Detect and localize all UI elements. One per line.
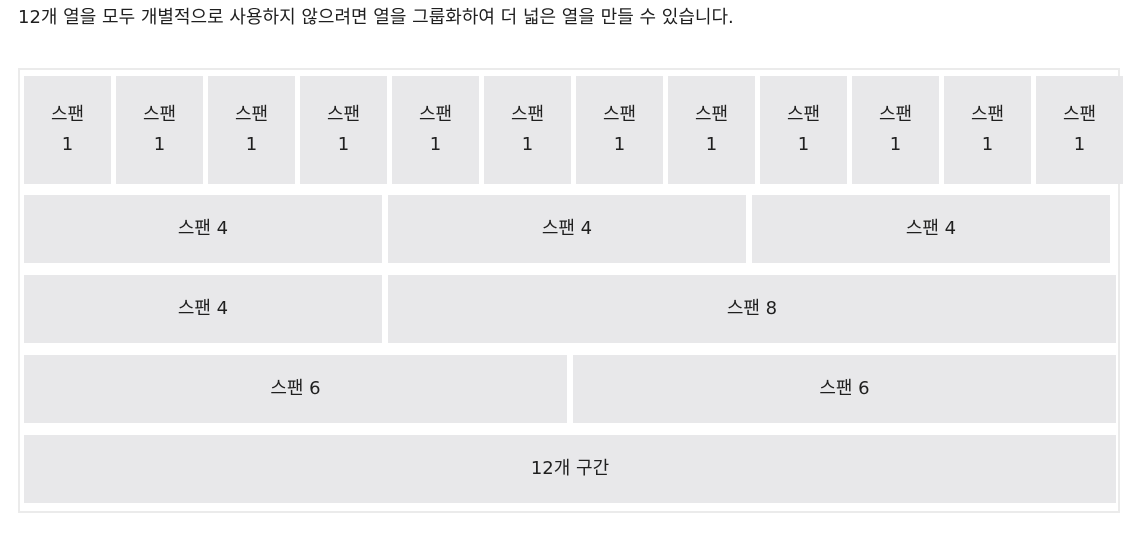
grid-cell-span-4: 스팬 4 — [24, 195, 382, 263]
cell-label: 스팬 — [786, 104, 821, 125]
cell-label: 스팬 — [694, 104, 729, 125]
grid-row-span-4: 스팬 4 스팬 4 스팬 4 — [24, 195, 1114, 263]
grid-cell-span-1: 스팬 1 — [1036, 76, 1123, 184]
grid-cell-span-6: 스팬 6 — [24, 355, 567, 423]
grid-cell-span-1: 스팬 1 — [576, 76, 663, 184]
cell-number: 1 — [429, 134, 442, 155]
cell-number: 1 — [61, 134, 74, 155]
cell-number: 1 — [705, 134, 718, 155]
grid-row-span-4-8: 스팬 4 스팬 8 — [24, 275, 1116, 343]
grid-cell-span-8: 스팬 8 — [388, 275, 1116, 343]
grid-cell-span-1: 스팬 1 — [24, 76, 111, 184]
grid-row-span-1: 스팬 1 스팬 1 스팬 1 스팬 1 스팬 1 스팬 1 스팬 1 스팬 1 스팬 1 스팬 1 … — [24, 76, 1123, 184]
grid-cell-span-12: 12개 구간 — [24, 435, 1116, 503]
grid-cell-span-1: 스팬 1 — [760, 76, 847, 184]
cell-label: 스팬 — [970, 104, 1005, 125]
grid-cell-span-6: 스팬 6 — [573, 355, 1116, 423]
cell-number: 1 — [153, 134, 166, 155]
grid-cell-span-4: 스팬 4 — [388, 195, 746, 263]
grid-cell-span-1: 스팬 1 — [116, 76, 203, 184]
cell-number: 1 — [1073, 134, 1086, 155]
cell-label: 스팬 — [602, 104, 637, 125]
cell-number: 1 — [613, 134, 626, 155]
grid-cell-span-1: 스팬 1 — [300, 76, 387, 184]
grid-cell-span-1: 스팬 1 — [852, 76, 939, 184]
grid-cell-span-4: 스팬 4 — [24, 275, 382, 343]
grid-cell-span-1: 스팬 1 — [392, 76, 479, 184]
cell-label: 스팬 — [142, 104, 177, 125]
cell-label: 스팬 — [234, 104, 269, 125]
cell-number: 1 — [889, 134, 902, 155]
cell-number: 1 — [337, 134, 350, 155]
grid-cell-span-1: 스팬 1 — [668, 76, 755, 184]
cell-label: 스팬 — [510, 104, 545, 125]
cell-label: 스팬 — [50, 104, 85, 125]
cell-number: 1 — [521, 134, 534, 155]
cell-number: 1 — [245, 134, 258, 155]
grid-demo: 스팬 1 스팬 1 스팬 1 스팬 1 스팬 1 스팬 1 스팬 1 스팬 1 스팬 1 스팬 1 … — [18, 68, 1123, 513]
cell-number: 1 — [981, 134, 994, 155]
grid-cell-span-1: 스팬 1 — [484, 76, 571, 184]
grid-cell-span-4: 스팬 4 — [752, 195, 1110, 263]
intro-text: 12개 열을 모두 개별적으로 사용하지 않으려면 열을 그룹화하여 더 넓은 … — [18, 7, 734, 28]
cell-number: 1 — [797, 134, 810, 155]
cell-label: 스팬 — [418, 104, 453, 125]
cell-label: 스팬 — [878, 104, 913, 125]
grid-cell-span-1: 스팬 1 — [208, 76, 295, 184]
grid-row-span-12: 12개 구간 — [24, 435, 1116, 503]
cell-label: 스팬 — [1062, 104, 1097, 125]
cell-label: 스팬 — [326, 104, 361, 125]
grid-row-span-6: 스팬 6 스팬 6 — [24, 355, 1116, 423]
grid-cell-span-1: 스팬 1 — [944, 76, 1031, 184]
